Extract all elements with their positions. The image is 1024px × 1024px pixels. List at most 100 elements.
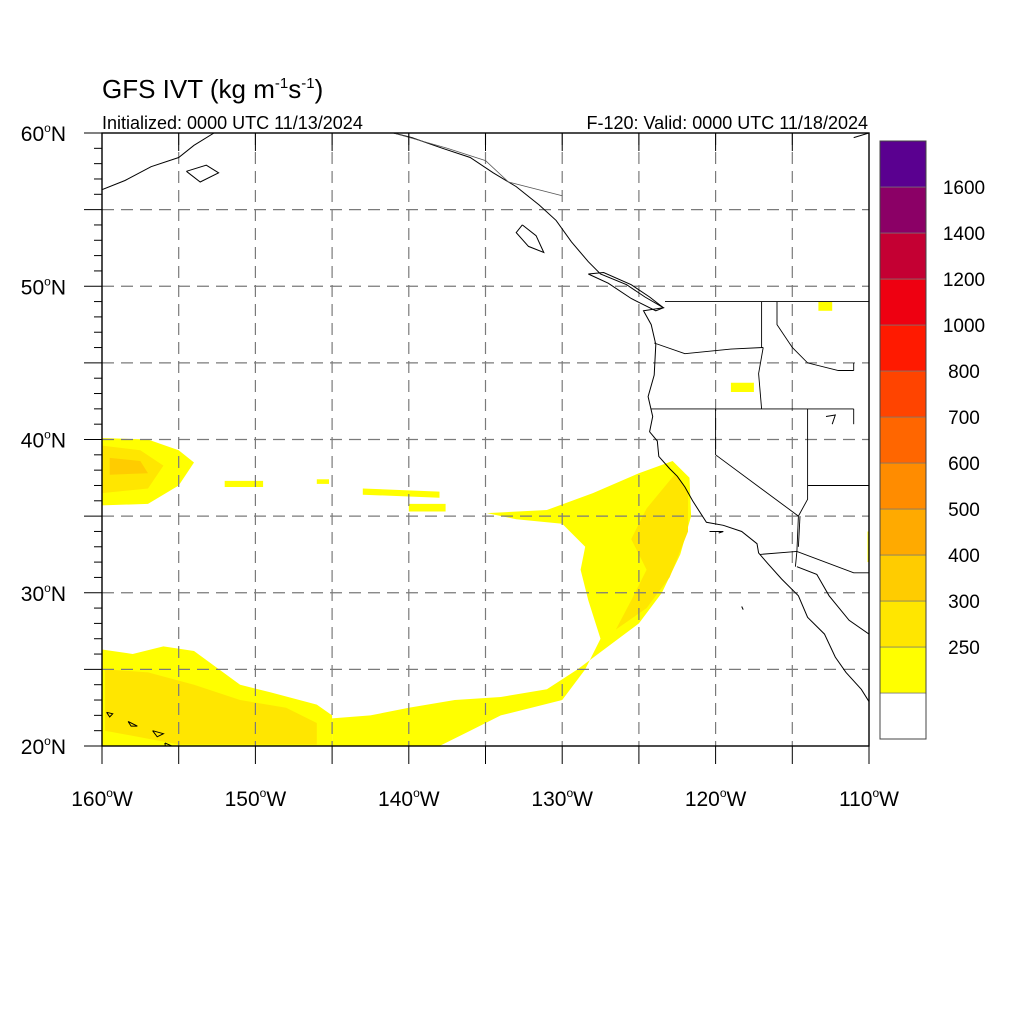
colorbar-swatch [879,554,927,602]
axis-ticks [84,132,870,764]
colorbar-swatch [879,278,927,326]
degree-symbol: o [720,786,727,800]
figure-title: GFS IVT (kg m-1s-1) [102,74,323,104]
border-us-mexico-border [760,550,869,574]
ivt-region-north-pacific-blob-inner [109,457,148,475]
colorbar-label-300: 300 [948,592,980,613]
lon-label-hemisphere: W [727,788,747,811]
lat-label-number: 50 [21,276,44,299]
colorbar-swatch [879,324,927,372]
lat-label-hemisphere: N [51,276,66,299]
lon-label-number: 160 [71,788,106,811]
degree-symbol: o [260,786,267,800]
lon-label-hemisphere: W [879,788,899,811]
valid-time-label: F-120: Valid: 0000 UTC 11/18/2024 [586,113,868,133]
border-alaska-canada-border [393,133,563,197]
colorbar-swatch [879,508,927,556]
lat-label-number: 60 [21,123,44,146]
border-baja-sonora-border [794,551,798,567]
degree-symbol: o [44,428,51,442]
lat-label-20: 20oN [21,734,66,759]
border-wa-or-border [654,342,764,355]
title-close: ) [315,74,324,104]
colorbar-frame [879,140,927,740]
coastline-gulf-california-east [796,566,869,635]
degree-symbol: o [44,121,51,135]
title-text: GFS IVT (kg m [102,74,275,104]
lon-label-hemisphere: W [573,788,593,811]
colorbar-label-250: 250 [948,638,980,659]
lat-lon-gridlines [102,133,869,746]
border-ca-nv-border [715,408,799,517]
lat-label-number: 30 [21,583,44,606]
coastlines-layer [102,133,869,746]
ivt-region-atmospheric-river-core [615,473,688,630]
ivt-region-atmospheric-river-main [332,461,692,746]
colorbar-label-800: 800 [948,362,980,383]
lat-label-hemisphere: N [51,736,66,759]
coastline-kodiak [186,164,220,183]
lon-label-160: 160oW [71,786,133,811]
coastline-channel-islands [709,531,724,534]
border-id-or-border [758,347,764,409]
border-az-nv-border [798,485,809,517]
coastline-great-salt-lake [825,414,837,425]
ivt-region-streak-1 [224,480,264,487]
lon-label-number: 140 [378,788,413,811]
coastline-hudson-tip [853,133,869,139]
lon-label-150: 150oW [225,786,287,811]
lon-label-hemisphere: W [113,788,133,811]
colorbar-label-600: 600 [948,454,980,475]
lon-label-number: 150 [225,788,260,811]
longitude-labels: 160oW 150oW 140oW 130oW 120oW 110oW [71,786,899,811]
lon-label-110: 110oW [839,786,899,811]
lat-label-hemisphere: N [51,123,66,146]
title-superscript-1: -1 [275,75,288,92]
lat-label-number: 40 [21,430,44,453]
political-borders-layer [393,133,869,574]
coastline-vancouver-is [588,271,665,312]
lon-label-number: 110 [839,788,872,811]
ivt-region-streak-2 [316,479,329,484]
colorbar-swatch [879,692,927,740]
degree-symbol: o [566,786,573,800]
colorbar-swatch [879,370,927,418]
lon-label-140: 140oW [378,786,440,811]
colorbar-label-700: 700 [948,408,980,429]
coastline-guadalupe-is [741,606,744,610]
degree-symbol: o [106,786,113,800]
colorbar-label-1000: 1000 [943,316,985,337]
border-az-ca-border [796,516,799,552]
colorbar-label-1400: 1400 [943,224,985,245]
lon-label-120: 120oW [685,786,747,811]
lon-label-130: 130oW [531,786,593,811]
lon-label-hemisphere: W [266,788,286,811]
degree-symbol: o [44,274,51,288]
ivt-shading-layer [102,301,869,746]
coastline-kauai [106,711,114,718]
title-s: s [288,74,301,104]
colorbar-label-400: 400 [948,546,980,567]
initialized-label: Initialized: 0000 UTC 11/13/2024 [102,113,363,133]
lon-label-number: 130 [531,788,566,811]
lat-label-hemisphere: N [51,430,66,453]
coastline-na-west-coast [393,133,869,702]
degree-symbol: o [44,581,51,595]
colorbar-swatch [879,232,927,280]
ivt-region-hawaii-region-core [105,669,317,745]
border-id-mt-border [776,301,854,371]
ivt-region-inland-oregon [730,382,754,392]
lat-label-number: 20 [21,736,44,759]
colorbar-label-500: 500 [948,500,980,521]
lat-label-40: 40oN [21,428,66,453]
ivt-region-streak-4 [408,503,446,512]
colorbar-swatch [879,600,927,648]
colorbar-swatch [879,646,927,694]
lon-label-hemisphere: W [420,788,440,811]
lat-label-60: 60oN [21,121,66,146]
lat-label-50: 50oN [21,274,66,299]
ivt-region-inland-idaho [818,301,833,311]
coastline-haida-gwaii [515,224,545,254]
map-panel [101,132,870,747]
